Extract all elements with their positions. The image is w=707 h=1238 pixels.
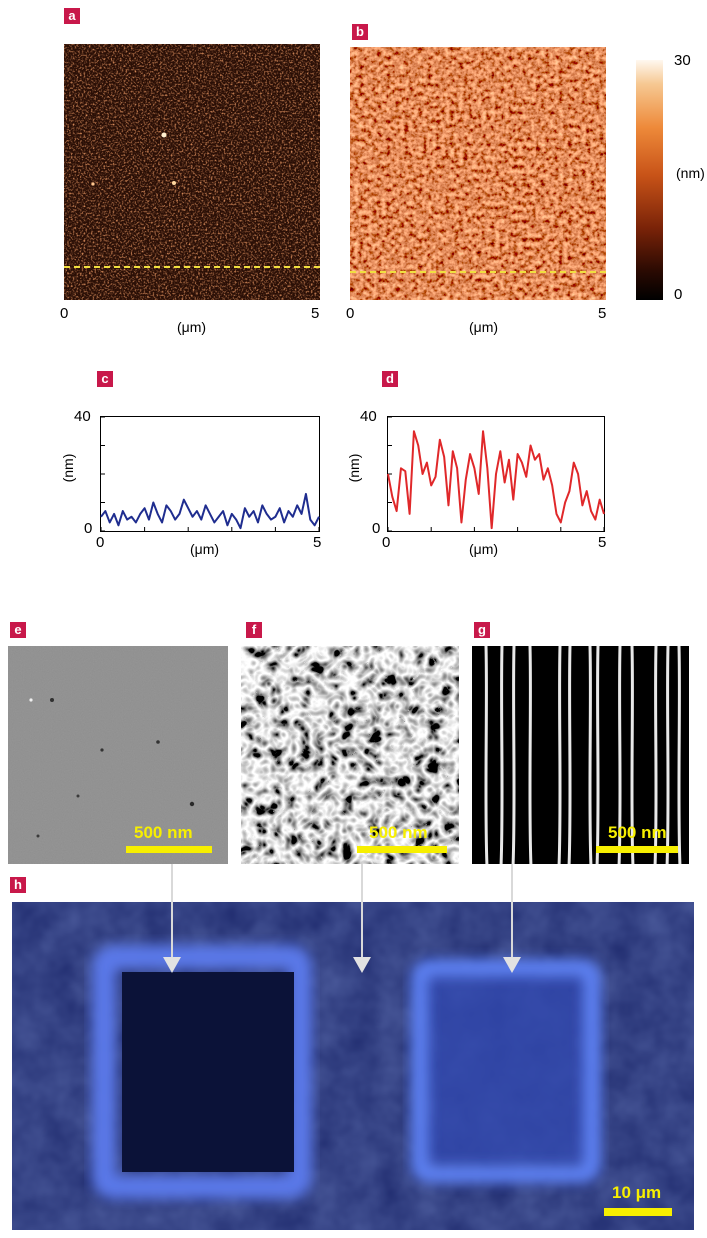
colorbar (636, 60, 663, 300)
sem-texture-f (241, 646, 459, 864)
panel-label-a: a (64, 8, 80, 24)
nanowire-line (499, 646, 504, 864)
x-axis-title-d: (μm) (469, 541, 499, 557)
scale-bar-e (126, 846, 212, 853)
x-axis-title-b: (μm) (469, 319, 499, 335)
panel-label-b: b (352, 24, 368, 40)
bright-spot (172, 181, 176, 185)
scale-bar-f (357, 846, 447, 853)
scale-bar-h (604, 1208, 672, 1216)
plot-frame-d (387, 416, 605, 532)
afm-map-b (350, 47, 606, 300)
x-tick-start-b: 0 (346, 305, 355, 322)
nanowire-line (630, 646, 635, 864)
nanowire-line (557, 646, 562, 864)
left-square-interior (122, 972, 294, 1172)
right-square-interior (422, 970, 592, 1168)
y-tick-min-d: 0 (372, 520, 381, 537)
nanowire-line (588, 646, 593, 864)
scale-label-g: 500 nm (608, 823, 667, 842)
afm-texture-a (64, 44, 320, 300)
panel-label-e: e (10, 622, 26, 638)
scale-label-f: 500 nm (369, 823, 428, 842)
nanowire-lines-g (484, 646, 682, 864)
colorbar-unit-label: (nm) (676, 165, 705, 181)
optical-image-h: 10 μm (12, 902, 694, 1230)
x-axis-title-c: (μm) (190, 541, 220, 557)
panel-label-g: g (474, 622, 490, 638)
y-axis-title-d: (nm) (346, 453, 362, 483)
sem-image-g: 500 nm (472, 646, 689, 864)
profile-line-a (64, 266, 320, 268)
arrow-e-to-h-icon (163, 957, 181, 973)
nanowire-line (617, 646, 622, 864)
nanowire-line (511, 646, 516, 864)
x-tick-min-c: 0 (96, 534, 105, 551)
afm-map-a (64, 44, 320, 300)
arrow-g-to-h-icon (503, 957, 521, 973)
nanowire-line (653, 646, 658, 864)
bright-spot (161, 132, 167, 138)
arrow-f-to-h-line (361, 864, 363, 958)
y-tick-max-d: 40 (360, 408, 377, 425)
colorbar-max-label: 30 (674, 52, 691, 69)
nanowire-line (528, 646, 533, 864)
y-tick-max-c: 40 (74, 408, 91, 425)
scale-label-e: 500 nm (134, 823, 193, 842)
x-tick-max-d: 5 (598, 534, 607, 551)
nanowire-line (595, 646, 600, 864)
x-tick-start-a: 0 (60, 305, 69, 322)
profile-plot-c (100, 416, 320, 532)
arrow-g-to-h-line (511, 864, 513, 958)
nanowire-line (567, 646, 572, 864)
scale-label-h: 10 μm (612, 1183, 662, 1202)
afm-texture-b (350, 47, 606, 300)
y-axis-title-c: (nm) (60, 453, 76, 483)
optical-texture-h (12, 902, 694, 1230)
arrow-f-to-h-icon (353, 957, 371, 973)
sem-texture-e (8, 646, 228, 864)
x-tick-end-b: 5 (598, 305, 607, 322)
colorbar-min-label: 0 (674, 286, 683, 303)
plot-frame-c (100, 416, 320, 532)
nanowire-line (484, 646, 489, 864)
x-tick-end-a: 5 (311, 305, 320, 322)
sem-image-f: 500 nm (241, 646, 459, 864)
profile-line-b (350, 271, 606, 273)
profile-series-line-d (387, 430, 605, 530)
profile-series-line-c (100, 492, 320, 530)
panel-label-h: h (10, 877, 26, 893)
profile-plot-d (387, 416, 605, 532)
x-tick-min-d: 0 (382, 534, 391, 551)
nanowire-line (677, 646, 682, 864)
panel-label-c: c (97, 371, 113, 387)
left-square-frame (92, 945, 312, 1199)
x-axis-title-a: (μm) (177, 319, 207, 335)
sem-image-e: 500 nm (8, 646, 228, 864)
y-tick-min-c: 0 (84, 520, 93, 537)
panel-label-f: f (246, 622, 262, 638)
bright-spot (91, 182, 95, 186)
x-tick-max-c: 5 (313, 534, 322, 551)
scale-bar-g (596, 846, 678, 853)
panel-label-d: d (382, 371, 398, 387)
nanowire-line (665, 646, 670, 864)
arrow-e-to-h-line (171, 864, 173, 958)
